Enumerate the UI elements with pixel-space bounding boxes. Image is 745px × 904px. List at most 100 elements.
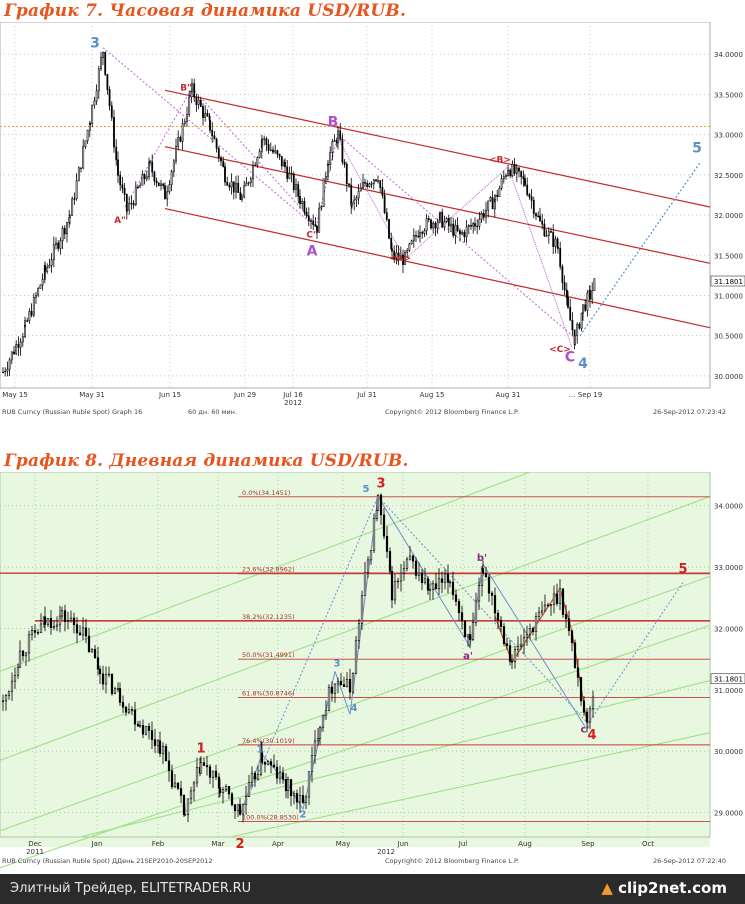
candle-body — [345, 164, 348, 185]
candle-body — [518, 167, 520, 172]
candle-body — [441, 211, 444, 228]
candle-body — [343, 161, 346, 165]
chart7-y-tick-label: 30.5000 — [714, 333, 743, 341]
candle-body — [465, 226, 468, 238]
candle-body — [230, 181, 233, 188]
candle-body — [372, 179, 375, 184]
candle-body — [275, 766, 279, 779]
candle-body — [382, 514, 386, 537]
candle-body — [480, 213, 483, 220]
candle-body — [580, 312, 583, 329]
candle-body — [10, 680, 14, 692]
chart7-x-tick-label: Jun 15 — [158, 391, 181, 399]
candle-body — [351, 202, 353, 206]
chart7-wave-lines — [102, 47, 701, 348]
candle-body — [333, 140, 336, 142]
candle-body — [549, 603, 553, 606]
chart8-x-tick-label: May — [336, 840, 350, 848]
chart7-wave-label: 5 — [692, 140, 702, 156]
candle-body — [10, 351, 13, 361]
candle-body — [145, 176, 148, 180]
candle-body — [370, 183, 373, 185]
chart8-y-tick-label: 32.0000 — [714, 625, 743, 633]
candle-body — [539, 215, 541, 222]
candle-body — [292, 173, 295, 190]
clip2net-logo[interactable]: ▲ clip2net.com — [601, 879, 727, 897]
candle-body — [297, 184, 300, 197]
candle-body — [399, 254, 402, 260]
candle-body — [304, 796, 308, 803]
candle-body — [414, 560, 418, 576]
candle-body — [423, 230, 426, 234]
candle-body — [524, 178, 526, 186]
chart8-channel-line — [0, 575, 711, 832]
candle-body — [168, 184, 171, 193]
chart7-wave-label: <A> — [389, 254, 411, 264]
candle-body — [434, 222, 437, 229]
candle-body — [106, 74, 109, 90]
candle-body — [108, 89, 111, 107]
candle-body — [565, 289, 568, 298]
candle-body — [456, 224, 459, 231]
candle-body — [93, 100, 96, 106]
candle-body — [260, 751, 264, 763]
candle-body — [295, 184, 297, 190]
candle-body — [339, 680, 343, 685]
candle-body — [446, 573, 450, 583]
candle-body — [330, 686, 334, 694]
candle-body — [55, 242, 57, 246]
candle-body — [95, 90, 98, 102]
chart8-x-tick-label: Sep — [581, 840, 595, 848]
candle-body — [235, 182, 237, 193]
candle-body — [547, 231, 550, 236]
chart7-y-tick-label: 33.5000 — [714, 91, 743, 99]
candle-body — [368, 183, 371, 187]
candle-body — [522, 637, 526, 646]
chart8-wave-label: 4 — [351, 703, 358, 714]
candle-body — [450, 223, 452, 227]
chart8-fib-label: 23.6%(32.8962) — [242, 565, 295, 573]
chart8-x-tick-label: Apr — [272, 840, 284, 848]
candle-body — [437, 578, 441, 590]
candle-body — [18, 650, 22, 668]
candle-body — [49, 618, 53, 628]
candle-body — [490, 592, 494, 596]
candle-body — [39, 623, 43, 634]
candle-body — [137, 186, 139, 189]
chart7-x-tick-label: Jun 29 — [233, 391, 256, 399]
candle-body — [158, 740, 162, 754]
chart8-title: График 8. Дневная динамика USD/RUB. — [4, 451, 409, 471]
candle-body — [537, 215, 540, 218]
chart7-timestamp-label: 26-Sep-2012 07:23:42 — [653, 408, 726, 416]
candle-body — [314, 224, 317, 227]
candle-body — [98, 668, 102, 675]
candle-body — [247, 182, 250, 184]
candle-body — [284, 779, 288, 792]
candle-body — [307, 215, 310, 222]
candle-body — [445, 217, 448, 222]
candle-body — [561, 588, 565, 615]
candle-body — [141, 174, 144, 186]
candle-body — [534, 616, 538, 633]
chart7-channel-line — [164, 146, 711, 264]
candle-body — [451, 581, 455, 596]
candle-body — [276, 150, 279, 155]
candle-body — [377, 180, 379, 182]
candle-body — [82, 146, 85, 169]
chart8-x-tick-labels: Dec Jan Feb Mar Apr May Jun Jul Aug Sep Oct 2011 201… — [26, 840, 654, 856]
candle-body — [412, 235, 415, 242]
chart8-timestamp-label: 26-Sep-2012 07:22:40 — [653, 857, 726, 865]
candle-body — [372, 517, 376, 551]
candle-body — [454, 594, 458, 602]
chart8-y-tick-labels: 29.0000 30.0000 31.0000 32.0000 33.0000 34.00… — [710, 503, 745, 817]
candle-body — [292, 793, 296, 796]
candle-body — [402, 254, 404, 265]
candle-body — [176, 782, 180, 789]
candle-body — [202, 762, 206, 766]
chart8-daily: 0.0%(34.1451) 23.6%(32.8962) 38.2%(32.1235… — [0, 472, 745, 869]
chart7-candles — [2, 51, 596, 377]
candle-body — [170, 171, 173, 185]
candle-body — [41, 279, 44, 286]
candle-body — [439, 211, 441, 215]
chart8-x-tick-label: Aug — [518, 840, 532, 848]
